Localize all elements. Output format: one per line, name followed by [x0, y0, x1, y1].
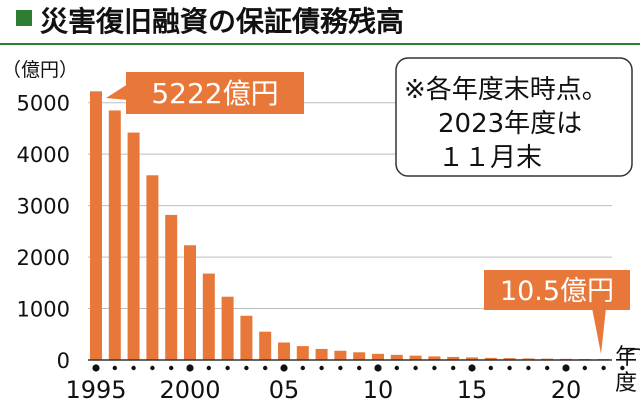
- x-minor-dot: [244, 365, 249, 371]
- x-tick-label: 10: [363, 376, 394, 404]
- bar-1999: [165, 214, 178, 360]
- callout-last-value: 10.5億円: [484, 270, 630, 354]
- bar-2011: [390, 354, 403, 360]
- x-minor-dot: [451, 365, 456, 371]
- x-minor-dot: [169, 365, 174, 371]
- bar-2006: [296, 346, 309, 360]
- x-minor-dot: [300, 365, 305, 371]
- x-minor-dot: [131, 365, 136, 371]
- bar-2007: [315, 348, 328, 360]
- x-major-dot: [374, 364, 382, 372]
- bar-2012: [409, 355, 422, 360]
- y-axis-label: （億円）: [2, 59, 78, 81]
- bar-2013: [428, 356, 441, 360]
- callout-first-pointer: [106, 84, 128, 100]
- y-tick-label: 5000: [17, 92, 70, 116]
- bar-2004: [259, 331, 272, 360]
- note-line-1: ※各年度末時点。: [404, 75, 608, 105]
- x-minor-dot: [394, 365, 399, 371]
- bar-1996: [108, 110, 121, 360]
- bar-1997: [127, 132, 140, 360]
- x-minor-dot: [263, 365, 268, 371]
- x-minor-dot: [526, 365, 531, 371]
- bar-2014: [447, 356, 460, 360]
- x-minor-dot: [357, 365, 362, 371]
- bar-2015: [466, 357, 478, 360]
- x-minor-dot: [601, 365, 606, 371]
- x-minor-dot: [413, 365, 418, 371]
- x-axis-label-paren: （: [622, 333, 640, 355]
- callout-last-box: [484, 270, 630, 310]
- bar-1995: [90, 91, 102, 360]
- y-tick-label: 4000: [17, 143, 70, 167]
- bar-2000: [184, 245, 196, 360]
- y-tick-label: 3000: [17, 195, 70, 219]
- x-minor-dot: [488, 365, 493, 371]
- x-tick-label: 15: [457, 376, 488, 404]
- note-line-3: １１月末: [438, 143, 542, 173]
- x-tick-dots: [92, 364, 625, 372]
- x-axis-label-char: 度: [615, 371, 637, 396]
- x-minor-dot: [582, 365, 587, 371]
- title-marker: [16, 10, 32, 26]
- x-minor-dot: [225, 365, 230, 371]
- x-minor-dot: [319, 365, 324, 371]
- bar-2023: [616, 359, 629, 360]
- x-minor-dot: [206, 365, 211, 371]
- callout-last-label: 10.5億円: [500, 276, 614, 307]
- x-tick-label: 1995: [65, 376, 126, 404]
- bar-2002: [221, 296, 234, 360]
- y-tick-label: 2000: [17, 246, 70, 270]
- chart-title: 災害復旧融資の保証債務残高: [40, 5, 404, 38]
- x-major-dot: [562, 364, 570, 372]
- callout-first-value: 5222億円: [106, 72, 304, 114]
- x-minor-dot: [432, 365, 437, 371]
- bar-2003: [240, 315, 253, 360]
- x-axis-label-char: 年: [615, 345, 637, 370]
- bar-2009: [353, 352, 366, 360]
- bar-2018: [522, 358, 535, 360]
- x-major-dot: [186, 364, 194, 372]
- x-minor-dot: [507, 365, 512, 371]
- callout-last-pointer: [592, 308, 606, 354]
- note-line-2: 2023年度は: [438, 109, 582, 139]
- x-minor-dot: [620, 365, 625, 371]
- x-major-dot: [92, 364, 100, 372]
- x-major-dot: [468, 364, 476, 372]
- note-box: [395, 57, 633, 177]
- x-tick-labels: 1995 2000 05 10 15 20: [65, 376, 581, 404]
- bar-2005: [278, 342, 290, 360]
- callout-first-label: 5222億円: [151, 77, 278, 110]
- bar-2016: [484, 357, 497, 360]
- bar-1998: [146, 175, 159, 360]
- x-tick-label: 20: [551, 376, 582, 404]
- x-minor-dot: [338, 365, 343, 371]
- bars: [90, 91, 629, 360]
- y-tick-label: 0: [57, 349, 70, 373]
- x-tick-label: 2000: [159, 376, 220, 404]
- x-minor-dot: [545, 365, 550, 371]
- bar-2017: [503, 358, 516, 360]
- x-tick-label: 05: [269, 376, 300, 404]
- x-minor-dot: [112, 365, 118, 371]
- x-major-dot: [280, 364, 288, 372]
- bar-2008: [334, 350, 347, 360]
- y-tick-label: 1000: [17, 298, 70, 322]
- bar-2001: [202, 273, 215, 360]
- x-axis-label: （年度: [615, 333, 640, 396]
- callout-first-box: [126, 72, 304, 114]
- bar-2010: [372, 353, 384, 360]
- y-tick-labels: 0 1000 2000 3000 4000 5000: [17, 92, 70, 373]
- x-minor-dot: [150, 365, 155, 371]
